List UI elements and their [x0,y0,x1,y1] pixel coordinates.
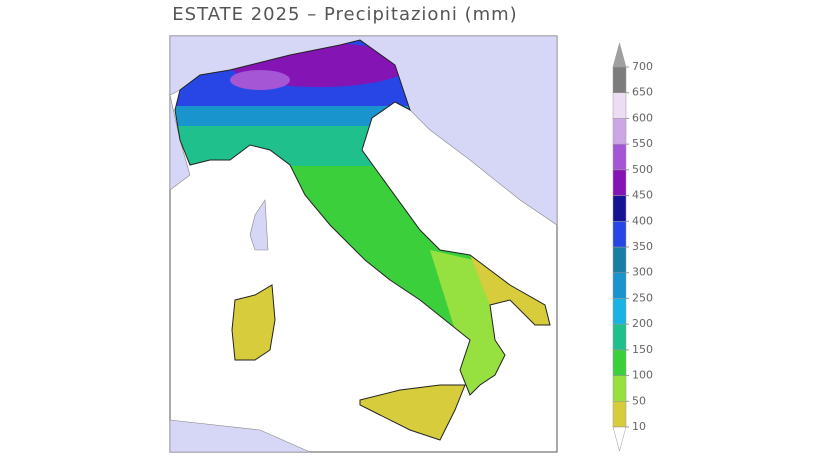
colorbar-band [612,298,627,325]
france [169,94,191,191]
colorbar-over [612,42,627,68]
africa [169,419,311,453]
colorbar-tick-label: 600 [632,111,653,124]
map-title: ESTATE 2025 – Precipitazioni (mm) [172,4,517,25]
colorbar-tick-label: 50 [632,394,646,407]
colorbar-tick-label: 550 [632,137,653,150]
colorbar-tick-label: 650 [632,86,653,99]
colorbar-under [612,426,627,452]
colorbar-tick-label: 350 [632,240,653,253]
colorbar-band [612,323,627,351]
colorbar: 10 50 100 150 200 250 300 350 400 450 500 550 600 650… [612,42,653,452]
colorbar-band [612,272,627,299]
sicily [359,384,466,441]
colorbar-tick-label: 300 [632,266,653,279]
colorbar-band [612,401,627,428]
colorbar-band [612,375,627,402]
colorbar-band [612,221,627,248]
corsica [249,199,269,251]
colorbar-tick-label: 100 [632,369,653,382]
colorbar-tick-label: 700 [632,60,653,73]
colorbar-band [612,92,627,119]
colorbar-tick-label: 400 [632,214,653,227]
colorbar-tick-label: 200 [632,317,653,330]
italy-outline [174,39,551,396]
colorbar-tick-label: 250 [632,291,653,304]
colorbar-band [612,169,627,196]
sardinia [231,284,276,361]
colorbar-band [612,195,627,222]
colorbar-band [612,118,627,145]
colorbar-band [612,66,627,93]
colorbar-tick-label: 450 [632,189,653,202]
colorbar-tick-label: 500 [632,163,653,176]
map [169,35,558,453]
colorbar-band [612,246,627,273]
colorbar-band [612,143,627,171]
colorbar-tick-label: 150 [632,343,653,356]
colorbar-band [612,349,627,376]
colorbar-tick-label: 10 [632,420,646,433]
